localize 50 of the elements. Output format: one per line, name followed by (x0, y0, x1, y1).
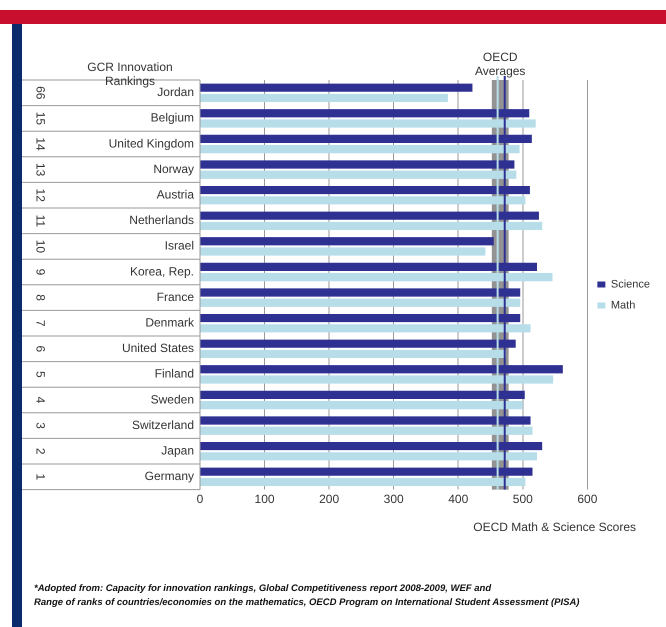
y-tick-label: Korea, Rep. (130, 264, 194, 278)
text: *Adopted from: Capacity for innovation rankings, Global Competitiveness report 2008-2009, WEF and (34, 583, 492, 594)
legend-label: Math (610, 300, 636, 312)
text: 5 (34, 371, 48, 378)
text: 7 (34, 320, 48, 327)
text: 8 (34, 294, 48, 302)
legend-label: Science (610, 278, 650, 291)
y-tick-label: France (156, 290, 194, 304)
x-axis-title: OECD Math & Science Scores (473, 520, 636, 534)
text: 1 (34, 473, 48, 480)
text: 15 (34, 112, 48, 126)
text: 14 (34, 137, 48, 151)
y-tick-label: Austria (156, 188, 194, 202)
text: 2 (34, 448, 48, 455)
text: 6 (34, 345, 48, 352)
x-tick-label: 500 (512, 492, 534, 506)
text: 11 (34, 214, 48, 228)
y-tick-label: United Kingdom (108, 136, 194, 150)
text: 13 (34, 162, 48, 177)
bar (200, 237, 494, 246)
text: 66 (34, 86, 48, 100)
y-tick-label: Belgium (150, 110, 194, 125)
x-tick-label: 200 (319, 492, 340, 506)
text: 10 (34, 240, 48, 254)
y-tick-label: Jordan (157, 85, 194, 100)
bar (200, 84, 472, 92)
x-tick-label: 600 (577, 492, 598, 506)
y-tick-label: Denmark (145, 316, 195, 330)
y-tick-label: Norway (153, 162, 194, 176)
bar (200, 94, 448, 102)
y-tick-label: Sweden (150, 392, 194, 406)
y-tick-label: Israel (164, 238, 194, 253)
x-tick-label: 0 (196, 492, 204, 506)
y-tick-label: Germany (144, 469, 194, 484)
y-tick-label: United States (122, 341, 194, 356)
y-tick-label: Netherlands (129, 213, 194, 228)
x-tick-label: 400 (448, 492, 469, 506)
text: 12 (34, 188, 48, 202)
x-tick-label: 100 (254, 492, 275, 506)
text: 3 (34, 422, 48, 430)
text: GCR Innovation Rankings (87, 60, 173, 88)
y-tick-label: Finland (154, 366, 194, 381)
bar (200, 247, 486, 256)
text: Range of ranks of countries/economies on the mathematics, OECD Program on International Student Assessment (PISA) (34, 597, 580, 608)
y-tick-label: Switzerland (132, 418, 194, 432)
x-tick-label: 300 (384, 492, 404, 506)
band-label: OECD Averages (474, 50, 526, 78)
y-tick-label: Japan (161, 444, 194, 458)
text: 9 (34, 268, 48, 276)
text: 4 (34, 396, 48, 404)
